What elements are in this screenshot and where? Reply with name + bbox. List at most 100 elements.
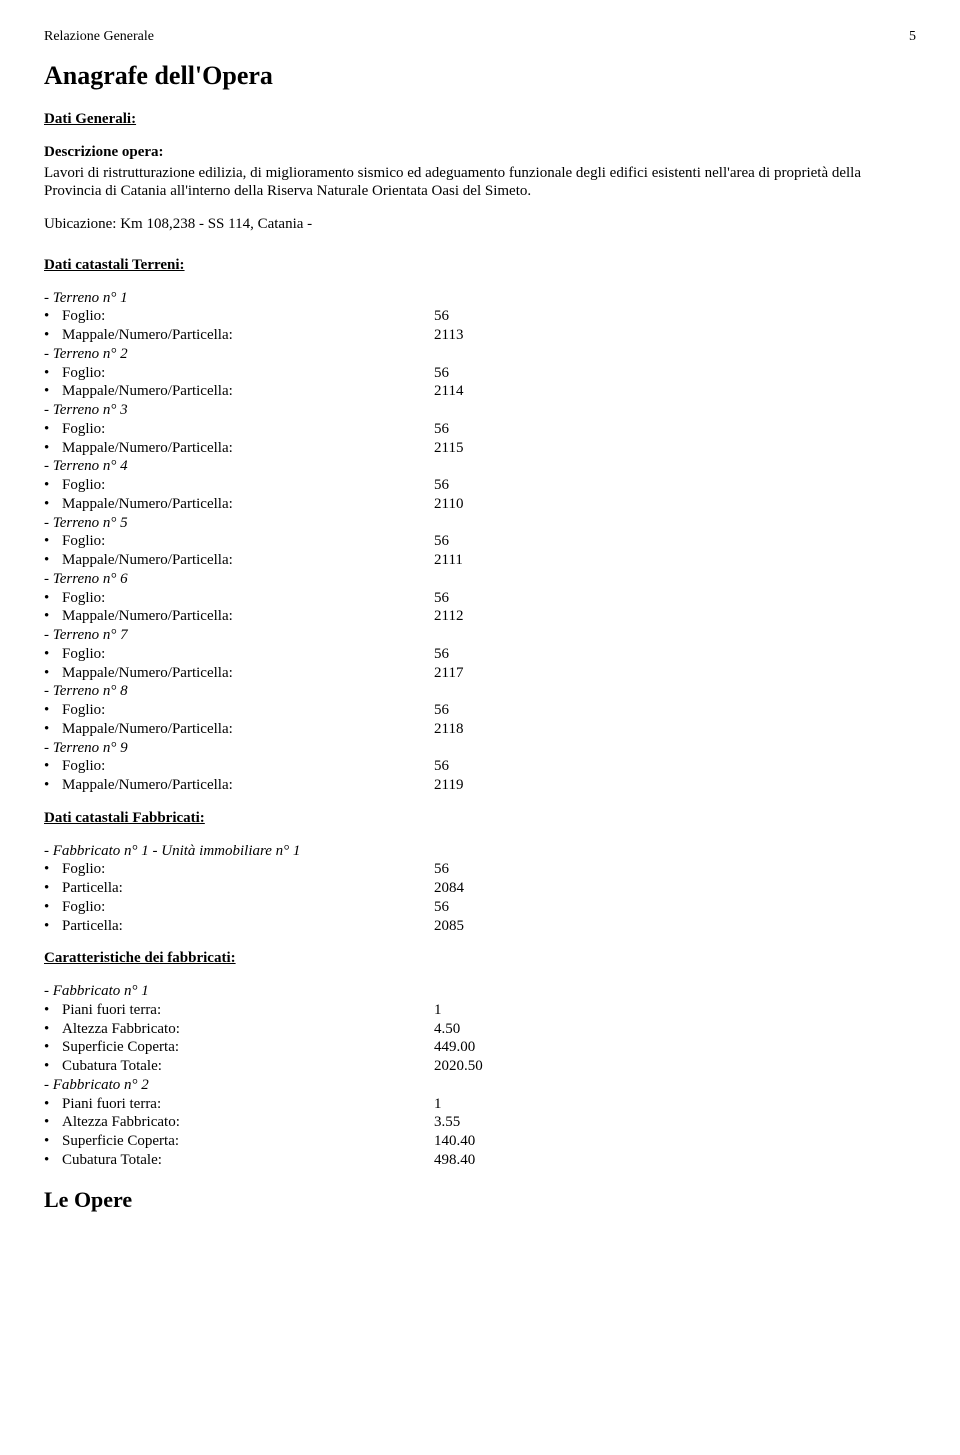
- page-header: Relazione Generale 5: [44, 28, 916, 46]
- caratt-row-label: Altezza Fabbricato:: [44, 1113, 434, 1132]
- fabbricato-car-title: - Fabbricato n° 1: [44, 982, 916, 1001]
- caratt-row-value: 498.40: [434, 1151, 916, 1170]
- ubicazione-value: Km 108,238 - SS 114, Catania -: [120, 216, 312, 232]
- caratt-row-label: Superficie Coperta:: [44, 1038, 434, 1057]
- data-row: Mappale/Numero/Particella:2110: [44, 495, 916, 514]
- data-row: Foglio:56: [44, 589, 916, 608]
- caratt-row-value: 3.55: [434, 1113, 916, 1132]
- fabbricato-car-title: - Fabbricato n° 2: [44, 1076, 916, 1095]
- fabbricato-unit-title: - Fabbricato n° 1 - Unità immobiliare n°…: [44, 842, 916, 861]
- caratt-row-label: Superficie Coperta:: [44, 1132, 434, 1151]
- foglio-value: 56: [434, 307, 916, 326]
- foglio-label: Foglio:: [44, 757, 434, 776]
- data-row: Superficie Coperta:449.00: [44, 1038, 916, 1057]
- foglio-label: Foglio:: [44, 701, 434, 720]
- foglio-value: 56: [434, 532, 916, 551]
- le-opere-heading: Le Opere: [44, 1186, 916, 1214]
- foglio-value: 56: [434, 701, 916, 720]
- data-row: Mappale/Numero/Particella:2117: [44, 664, 916, 683]
- fabbricato-row-label: Foglio:: [44, 860, 434, 879]
- data-row: Altezza Fabbricato:4.50: [44, 1020, 916, 1039]
- mappale-value: 2111: [434, 551, 916, 570]
- mappale-value: 2119: [434, 776, 916, 795]
- mappale-label: Mappale/Numero/Particella:: [44, 664, 434, 683]
- caratteristiche-list: - Fabbricato n° 1Piani fuori terra:1Alte…: [44, 982, 916, 1170]
- mappale-label: Mappale/Numero/Particella:: [44, 326, 434, 345]
- data-row: Mappale/Numero/Particella:2111: [44, 551, 916, 570]
- foglio-value: 56: [434, 757, 916, 776]
- terreno-title: - Terreno n° 2: [44, 345, 916, 364]
- terreno-title: - Terreno n° 5: [44, 514, 916, 533]
- terreno-title: - Terreno n° 1: [44, 289, 916, 308]
- caratteristiche-heading: Caratteristiche dei fabbricati:: [44, 949, 916, 968]
- mappale-label: Mappale/Numero/Particella:: [44, 720, 434, 739]
- data-row: Mappale/Numero/Particella:2119: [44, 776, 916, 795]
- foglio-label: Foglio:: [44, 476, 434, 495]
- caratt-row-label: Cubatura Totale:: [44, 1057, 434, 1076]
- data-row: Foglio:56: [44, 701, 916, 720]
- ubicazione-row: Ubicazione: Km 108,238 - SS 114, Catania…: [44, 215, 916, 234]
- mappale-value: 2110: [434, 495, 916, 514]
- data-row: Altezza Fabbricato:3.55: [44, 1113, 916, 1132]
- data-row: Cubatura Totale:2020.50: [44, 1057, 916, 1076]
- data-row: Foglio:56: [44, 532, 916, 551]
- terreni-heading: Dati catastali Terreni:: [44, 256, 916, 275]
- terreno-title: - Terreno n° 9: [44, 739, 916, 758]
- fabbricato-row-value: 2084: [434, 879, 916, 898]
- caratt-row-value: 2020.50: [434, 1057, 916, 1076]
- caratt-row-value: 140.40: [434, 1132, 916, 1151]
- mappale-label: Mappale/Numero/Particella:: [44, 439, 434, 458]
- data-row: Mappale/Numero/Particella:2115: [44, 439, 916, 458]
- foglio-value: 56: [434, 364, 916, 383]
- caratt-row-value: 1: [434, 1095, 916, 1114]
- data-row: Foglio:56: [44, 307, 916, 326]
- data-row: Piani fuori terra:1: [44, 1001, 916, 1020]
- mappale-label: Mappale/Numero/Particella:: [44, 495, 434, 514]
- terreni-list: - Terreno n° 1Foglio:56Mappale/Numero/Pa…: [44, 289, 916, 795]
- mappale-value: 2117: [434, 664, 916, 683]
- terreno-title: - Terreno n° 7: [44, 626, 916, 645]
- foglio-label: Foglio:: [44, 645, 434, 664]
- data-row: Foglio:56: [44, 645, 916, 664]
- data-row: Particella:2084: [44, 879, 916, 898]
- caratt-row-value: 4.50: [434, 1020, 916, 1039]
- mappale-label: Mappale/Numero/Particella:: [44, 551, 434, 570]
- descrizione-text: Lavori di ristrutturazione edilizia, di …: [44, 164, 916, 202]
- fabbricati-cat-heading: Dati catastali Fabbricati:: [44, 809, 916, 828]
- dati-generali-heading: Dati Generali:: [44, 110, 916, 129]
- ubicazione-label: Ubicazione:: [44, 216, 116, 232]
- data-row: Mappale/Numero/Particella:2113: [44, 326, 916, 345]
- mappale-value: 2112: [434, 607, 916, 626]
- header-left: Relazione Generale: [44, 28, 154, 46]
- foglio-label: Foglio:: [44, 589, 434, 608]
- mappale-value: 2118: [434, 720, 916, 739]
- data-row: Mappale/Numero/Particella:2114: [44, 382, 916, 401]
- page-number: 5: [909, 28, 916, 46]
- data-row: Foglio:56: [44, 898, 916, 917]
- fabbricati-cat-rows: Foglio:56Particella:2084Foglio:56Partice…: [44, 860, 916, 935]
- foglio-value: 56: [434, 589, 916, 608]
- page-title: Anagrafe dell'Opera: [44, 60, 916, 93]
- fabbricato-row-label: Particella:: [44, 879, 434, 898]
- foglio-label: Foglio:: [44, 364, 434, 383]
- fabbricato-row-label: Particella:: [44, 917, 434, 936]
- terreno-title: - Terreno n° 6: [44, 570, 916, 589]
- foglio-label: Foglio:: [44, 420, 434, 439]
- data-row: Foglio:56: [44, 860, 916, 879]
- foglio-value: 56: [434, 476, 916, 495]
- descrizione-label: Descrizione opera:: [44, 143, 916, 162]
- data-row: Cubatura Totale:498.40: [44, 1151, 916, 1170]
- fabbricato-row-value: 2085: [434, 917, 916, 936]
- caratt-row-label: Piani fuori terra:: [44, 1095, 434, 1114]
- mappale-value: 2114: [434, 382, 916, 401]
- fabbricato-row-value: 56: [434, 860, 916, 879]
- mappale-label: Mappale/Numero/Particella:: [44, 776, 434, 795]
- data-row: Particella:2085: [44, 917, 916, 936]
- foglio-value: 56: [434, 645, 916, 664]
- foglio-label: Foglio:: [44, 307, 434, 326]
- data-row: Foglio:56: [44, 476, 916, 495]
- foglio-label: Foglio:: [44, 532, 434, 551]
- terreno-title: - Terreno n° 3: [44, 401, 916, 420]
- data-row: Mappale/Numero/Particella:2112: [44, 607, 916, 626]
- terreno-title: - Terreno n° 4: [44, 457, 916, 476]
